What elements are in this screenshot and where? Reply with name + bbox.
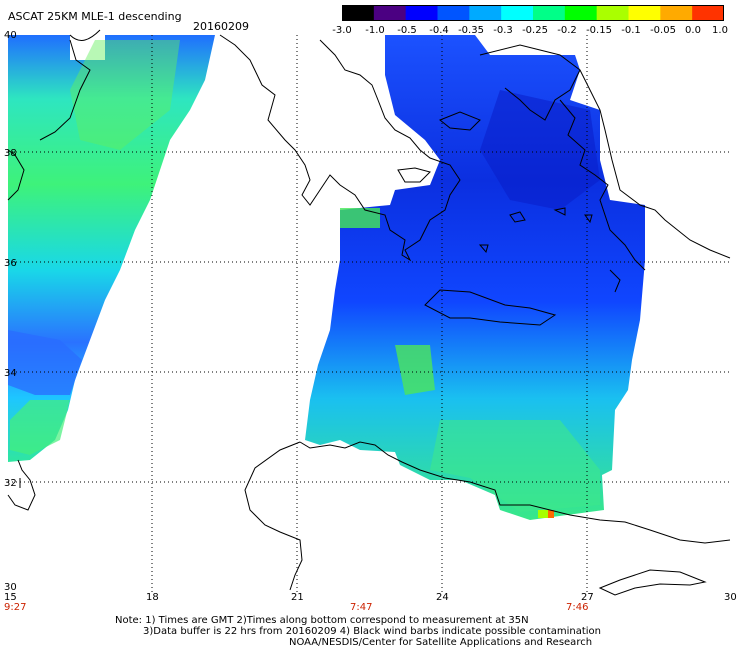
footnote-line-1: Note: 1) Times are GMT 2)Times along bot…: [115, 615, 529, 626]
footnote-line-3: NOAA/NESDIS/Center for Satellite Applica…: [289, 637, 593, 648]
colorbar-segment: [469, 5, 502, 21]
time-label: 7:46: [566, 602, 588, 613]
colorbar-segment: [628, 5, 661, 21]
colorbar-label: -0.3: [493, 25, 513, 36]
colorbar-segment: [692, 5, 724, 21]
colorbar-label: -0.4: [429, 25, 449, 36]
colorbar-border: [342, 5, 724, 21]
colorbar-label: -0.35: [458, 25, 484, 36]
colorbar-label: -1.0: [365, 25, 385, 36]
time-labels: 9:27 7:47 7:46: [4, 602, 588, 613]
colorbar-label: 0.0: [685, 25, 701, 36]
lon-label: 18: [146, 592, 159, 603]
colorbar-label: -0.2: [557, 25, 577, 36]
colorbar-segment: [405, 5, 438, 21]
latitude-labels: 40 38 36 34 32 30: [4, 30, 17, 593]
colorbar-segment: [501, 5, 534, 21]
lat-label: 32: [4, 478, 17, 489]
colorbar-segment: [533, 5, 566, 21]
colorbar-label: -3.0: [332, 25, 352, 36]
graticule: [8, 35, 732, 592]
right-swath: [305, 35, 645, 520]
lat-label: 34: [4, 368, 17, 379]
time-label: 9:27: [4, 602, 26, 613]
lat-label: 30: [4, 582, 17, 593]
lon-label: 21: [291, 592, 304, 603]
left-swath: [8, 35, 215, 462]
colorbar-segment: [596, 5, 629, 21]
longitude-labels: 15 18 21 24 27 30: [4, 592, 737, 603]
colorbar-label: -0.05: [650, 25, 676, 36]
colorbar-label: -0.15: [586, 25, 612, 36]
footnote-line-2: 3)Data buffer is 22 hrs from 20160209 4)…: [143, 626, 601, 637]
map-title: ASCAT 25KM MLE-1 descending: [8, 10, 182, 23]
coastlines: [7, 29, 731, 596]
colorbar-label: -0.1: [621, 25, 641, 36]
lon-label: 27: [581, 592, 594, 603]
colorbar-label: -0.5: [397, 25, 417, 36]
lat-label: 36: [4, 258, 17, 269]
colorbar-segment: [342, 5, 375, 21]
lon-label: 24: [436, 592, 449, 603]
colorbar-segment: [660, 5, 693, 21]
lat-label: 40: [4, 30, 17, 41]
map-date: 20160209: [193, 20, 249, 33]
colorbar: [342, 5, 724, 21]
colorbar-segment: [373, 5, 407, 21]
lat-label: 38: [4, 148, 17, 159]
lon-label: 30: [724, 592, 737, 603]
colorbar-segment: [437, 5, 470, 21]
time-label: 7:47: [350, 602, 372, 613]
colorbar-labels: -3.0 -1.0 -0.5 -0.4 -0.35 -0.3 -0.25 -0.…: [330, 25, 730, 39]
colorbar-segment: [564, 5, 598, 21]
colorbar-label: 1.0: [712, 25, 728, 36]
footnotes: Note: 1) Times are GMT 2)Times along bot…: [115, 615, 601, 648]
colorbar-label: -0.25: [522, 25, 548, 36]
lon-label: 15: [4, 592, 17, 603]
